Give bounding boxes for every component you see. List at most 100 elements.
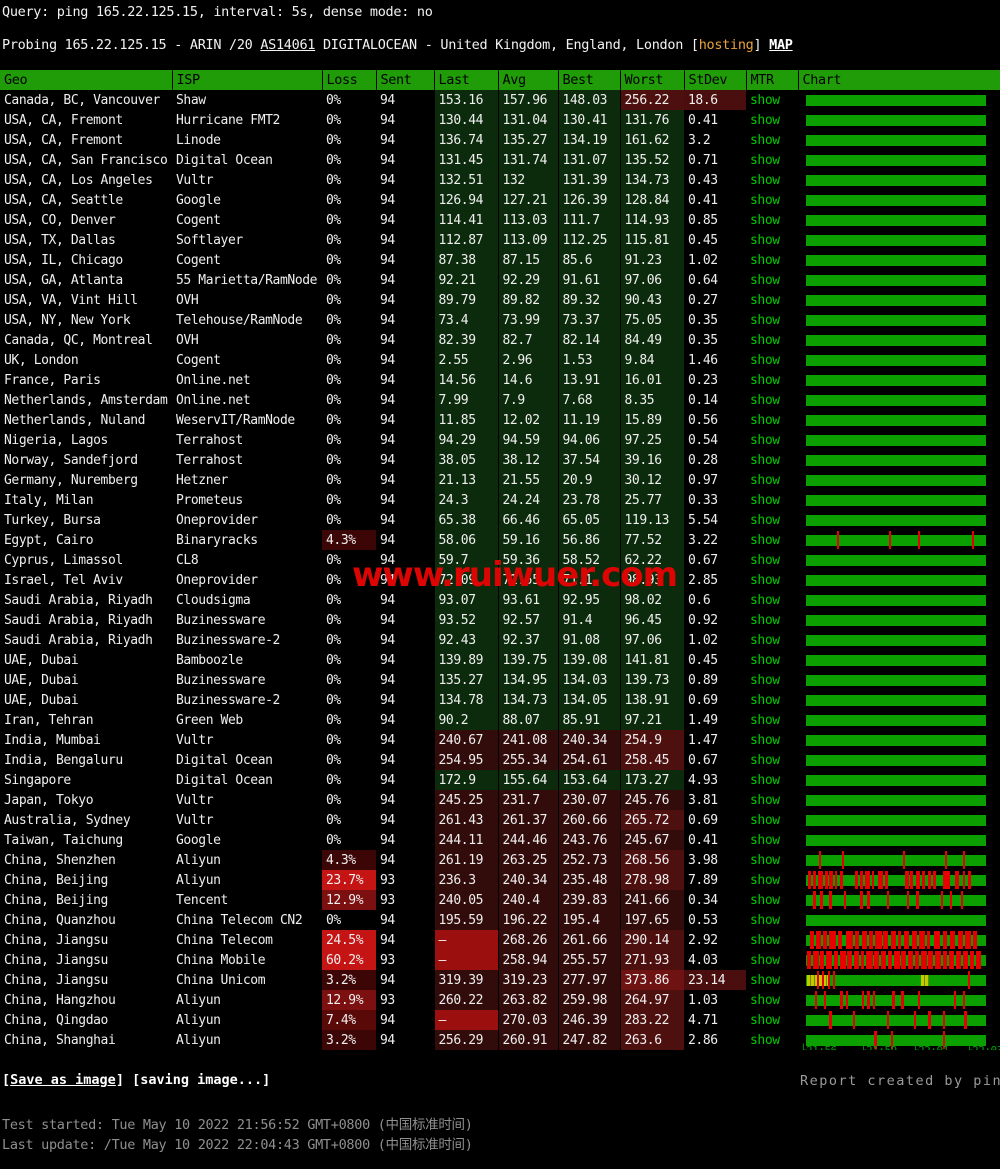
chart-loss-mark xyxy=(887,891,890,909)
mtr-show-link[interactable]: show xyxy=(750,1012,780,1028)
mtr-show-link[interactable]: show xyxy=(750,992,780,1008)
mtr-show-link[interactable]: show xyxy=(750,232,780,248)
mtr-show-link[interactable]: show xyxy=(750,952,780,968)
last-cell: 134.78 xyxy=(433,690,498,710)
latency-chart-bar xyxy=(806,575,986,586)
results-body: Canada, BC, Vancouver Shaw 0% 94 153.16 157.9… xyxy=(0,90,1000,1050)
mtr-show-link[interactable]: show xyxy=(750,712,780,728)
asn-link[interactable]: AS14061 xyxy=(260,37,316,53)
col-header-worst: Worst xyxy=(619,70,684,90)
loss-cell: 0% xyxy=(326,212,341,228)
map-link[interactable]: MAP xyxy=(769,37,793,53)
best-cell: 239.83 xyxy=(557,890,620,910)
mtr-show-link[interactable]: show xyxy=(750,432,780,448)
chart-cell xyxy=(798,390,1000,410)
chart-cell xyxy=(798,670,1000,690)
sent-cell: 94 xyxy=(380,692,395,708)
mtr-show-link[interactable]: show xyxy=(750,452,780,468)
mtr-show-link[interactable]: show xyxy=(750,92,780,108)
mtr-show-link[interactable]: show xyxy=(750,772,780,788)
table-row: China, Beijing Aliyun 23.7% 93 236.3 240.34 23… xyxy=(0,870,1000,890)
mtr-show-link[interactable]: show xyxy=(750,572,780,588)
loss-cell: 12.9% xyxy=(322,990,376,1010)
mtr-show-link[interactable]: show xyxy=(750,672,780,688)
best-cell: 85.6 xyxy=(557,250,620,270)
sent-cell: 94 xyxy=(380,752,395,768)
mtr-show-link[interactable]: show xyxy=(750,332,780,348)
chart-loss-mark xyxy=(854,871,859,889)
mtr-show-link[interactable]: show xyxy=(750,412,780,428)
chart-loss-mark xyxy=(964,1011,967,1029)
last-cell: 153.16 xyxy=(433,90,498,110)
last-cell: 65.38 xyxy=(433,510,498,530)
geo-cell: Netherlands, Amsterdam xyxy=(4,392,168,408)
chart-loss-mark xyxy=(806,951,812,969)
chart-loss-mark xyxy=(861,991,865,1009)
table-row: USA, TX, Dallas Softlayer 0% 94 112.87 113.09… xyxy=(0,230,1000,250)
mtr-show-link[interactable]: show xyxy=(750,972,780,988)
stdev-cell: 3.98 xyxy=(688,852,718,868)
mtr-show-link[interactable]: show xyxy=(750,932,780,948)
chart-loss-mark xyxy=(813,951,819,969)
geo-cell: China, Shenzhen xyxy=(4,852,116,868)
save-as-image-link[interactable]: Save as image xyxy=(10,1072,116,1088)
mtr-show-link[interactable]: show xyxy=(750,472,780,488)
mtr-show-link[interactable]: show xyxy=(750,372,780,388)
mtr-show-link[interactable]: show xyxy=(750,912,780,928)
mtr-show-link[interactable]: show xyxy=(750,632,780,648)
mtr-show-link[interactable]: show xyxy=(750,492,780,508)
latency-chart-bar xyxy=(806,375,986,386)
isp-cell: China Mobile xyxy=(176,952,266,968)
mtr-show-link[interactable]: show xyxy=(750,612,780,628)
mtr-show-link[interactable]: show xyxy=(750,512,780,528)
best-cell: 37.54 xyxy=(557,450,620,470)
mtr-show-link[interactable]: show xyxy=(750,292,780,308)
last-cell: 244.11 xyxy=(433,830,498,850)
isp-cell: Hurricane FMT2 xyxy=(176,112,280,128)
best-cell: 56.86 xyxy=(557,530,620,550)
mtr-show-link[interactable]: show xyxy=(750,752,780,768)
mtr-show-link[interactable]: show xyxy=(750,812,780,828)
mtr-show-link[interactable]: show xyxy=(750,252,780,268)
latency-chart-bar xyxy=(806,415,986,426)
mtr-show-link[interactable]: show xyxy=(750,192,780,208)
loss-cell: 0% xyxy=(326,652,341,668)
chart-loss-mark xyxy=(942,931,948,949)
mtr-show-link[interactable]: show xyxy=(750,312,780,328)
stdev-cell: 0.35 xyxy=(688,312,718,328)
mtr-show-link[interactable]: show xyxy=(750,832,780,848)
table-row: Canada, BC, Vancouver Shaw 0% 94 153.16 157.9… xyxy=(0,90,1000,110)
geo-cell: Germany, Nuremberg xyxy=(4,472,138,488)
last-cell: 112.87 xyxy=(433,230,498,250)
mtr-show-link[interactable]: show xyxy=(750,392,780,408)
mtr-show-link[interactable]: show xyxy=(750,732,780,748)
mtr-show-link[interactable]: show xyxy=(750,112,780,128)
mtr-show-link[interactable]: show xyxy=(750,552,780,568)
mtr-show-link[interactable]: show xyxy=(750,172,780,188)
table-row: Germany, Nuremberg Hetzner 0% 94 21.13 21.55 2… xyxy=(0,470,1000,490)
loss-cell: 0% xyxy=(326,192,341,208)
table-row: Japan, Tokyo Vultr 0% 94 245.25 231.7 230.07 24… xyxy=(0,790,1000,810)
col-header-best: Best xyxy=(557,70,620,90)
mtr-show-link[interactable]: show xyxy=(750,892,780,908)
isp-cell: Binaryracks xyxy=(176,532,258,548)
loss-cell: 0% xyxy=(326,252,341,268)
mtr-show-link[interactable]: show xyxy=(750,352,780,368)
chart-loss-mark xyxy=(973,931,977,949)
mtr-show-link[interactable]: show xyxy=(750,272,780,288)
mtr-show-link[interactable]: show xyxy=(750,532,780,548)
mtr-show-link[interactable]: show xyxy=(750,132,780,148)
mtr-show-link[interactable]: show xyxy=(750,872,780,888)
mtr-show-link[interactable]: show xyxy=(750,692,780,708)
loss-cell: 23.7% xyxy=(322,870,376,890)
mtr-show-link[interactable]: show xyxy=(750,212,780,228)
mtr-show-link[interactable]: show xyxy=(750,852,780,868)
chart-loss-mark xyxy=(813,871,816,889)
mtr-show-link[interactable]: show xyxy=(750,792,780,808)
mtr-cell: show xyxy=(746,290,798,310)
mtr-show-link[interactable]: show xyxy=(750,152,780,168)
stdev-cell: 0.54 xyxy=(688,432,718,448)
mtr-show-link[interactable]: show xyxy=(750,592,780,608)
mtr-show-link[interactable]: show xyxy=(750,652,780,668)
mtr-show-link[interactable]: show xyxy=(750,1032,780,1048)
